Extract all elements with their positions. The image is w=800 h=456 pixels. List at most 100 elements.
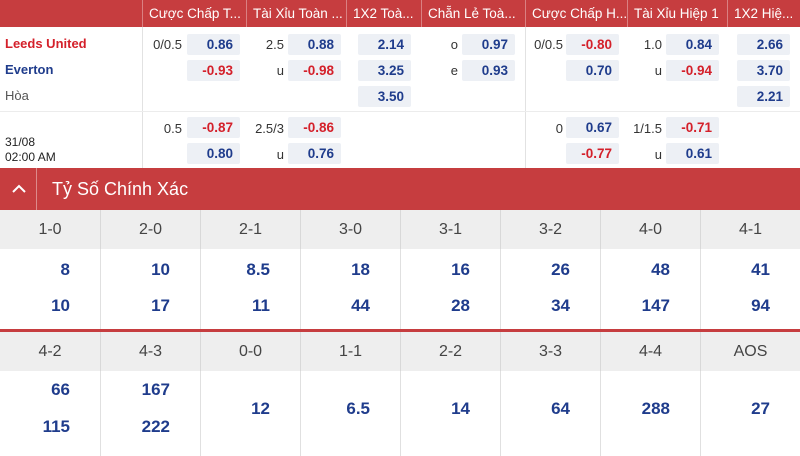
alt-h1-hdp-away-odds[interactable]: -0.77 <box>566 143 619 164</box>
col-handicap-h1[interactable]: Cược Chấp H... <box>525 0 627 27</box>
score-away-odds[interactable]: 94 <box>751 296 770 315</box>
score-home-odds[interactable]: 8.5 <box>246 260 270 279</box>
ou-line: 2.5 <box>265 37 284 52</box>
score-odds[interactable]: 64 <box>551 399 570 418</box>
x12-draw-odds[interactable]: 3.50 <box>358 86 411 107</box>
score-away-odds[interactable]: 147 <box>641 296 670 315</box>
score-away-odds[interactable]: 10 <box>51 296 70 315</box>
score-odds[interactable]: 12 <box>251 399 270 418</box>
score-home-odds[interactable]: 8 <box>60 260 70 279</box>
h1-ou-under-odds[interactable]: -0.94 <box>666 60 719 81</box>
score-cell: 26 34 <box>500 249 600 329</box>
oe-odd-label: o <box>450 37 458 52</box>
score-label: 0-0 <box>200 332 300 371</box>
score-odds[interactable]: 6.5 <box>346 399 370 418</box>
h1-ou-over-odds[interactable]: 0.84 <box>666 34 719 55</box>
h1-hdp-line: 0/0.5 <box>534 37 563 52</box>
x12-away-odds[interactable]: 3.25 <box>358 60 411 81</box>
row-divider <box>0 111 800 112</box>
h1-ou-line: 1.0 <box>643 37 662 52</box>
score-label: 3-3 <box>500 332 600 371</box>
score-cell: 8.5 11 <box>200 249 300 329</box>
score-odds[interactable]: 27 <box>751 399 770 418</box>
col-1x2-h1[interactable]: 1X2 Hiệ... <box>727 0 800 27</box>
alt-h1-hdp-line: 0 <box>555 121 563 136</box>
alt-h1-ou-under-odds[interactable]: 0.61 <box>666 143 719 164</box>
x12-home-odds[interactable]: 2.14 <box>358 34 411 55</box>
score-odds[interactable]: 288 <box>641 399 670 418</box>
score-home-odds[interactable]: 26 <box>551 260 570 279</box>
score-cell: 6.5 <box>300 371 400 456</box>
chevron-up-icon[interactable] <box>10 180 28 198</box>
score-away-odds[interactable]: 17 <box>151 296 170 315</box>
alt-ou-under-odds[interactable]: 0.76 <box>288 143 341 164</box>
score-home-odds[interactable]: 10 <box>151 260 170 279</box>
exact-score-header[interactable]: Tỷ Số Chính Xác <box>0 168 800 210</box>
score-label: 2-0 <box>100 210 200 249</box>
col-overunder-h1[interactable]: Tài Xỉu Hiệp 1 <box>627 0 727 27</box>
score-cell: 18 44 <box>300 249 400 329</box>
col-1x2-full[interactable]: 1X2 Toà... <box>346 0 421 27</box>
score-label: 4-3 <box>100 332 200 371</box>
score-label: 1-0 <box>38 221 62 238</box>
score-header-row-2: 4-2 4-3 0-0 1-1 2-2 3-3 4-4 AOS <box>0 332 800 371</box>
h1-x12-draw-odds[interactable]: 2.21 <box>737 86 790 107</box>
alt-hdp-home-odds[interactable]: -0.87 <box>187 117 240 138</box>
h1-hdp-home-odds[interactable]: -0.80 <box>566 34 619 55</box>
match-datetime: 31/08 02:00 AM <box>5 135 56 165</box>
score-label: 4-1 <box>700 210 800 249</box>
hdp-home-odds[interactable]: 0.86 <box>187 34 240 55</box>
col-overunder-full[interactable]: Tài Xỉu Toàn ... <box>246 0 346 27</box>
score-label: 1-1 <box>300 332 400 371</box>
score-label: 3-2 <box>500 210 600 249</box>
alt-hdp-away-odds[interactable]: 0.80 <box>187 143 240 164</box>
alt-ou-line: 2.5/3 <box>255 121 284 136</box>
oe-even-odds[interactable]: 0.93 <box>462 60 515 81</box>
score-home-odds[interactable]: 41 <box>751 260 770 279</box>
divider <box>142 27 143 168</box>
h1-ou-under-label: u <box>654 63 662 78</box>
ou-over-odds[interactable]: 0.88 <box>288 34 341 55</box>
alt-h1-hdp-home-odds[interactable]: 0.67 <box>566 117 619 138</box>
score-values-row-1: 8 10 10 17 8.5 11 18 44 16 28 26 34 48 1… <box>0 249 800 329</box>
score-label: 2-1 <box>200 210 300 249</box>
alt-h1-ou-over-odds[interactable]: -0.71 <box>666 117 719 138</box>
col-oddeven-full[interactable]: Chẵn Lẻ Toà... <box>421 0 525 27</box>
hdp-away-odds[interactable]: -0.93 <box>187 60 240 81</box>
score-away-odds[interactable]: 34 <box>551 296 570 315</box>
score-cell: 12 <box>200 371 300 456</box>
score-away-odds[interactable]: 44 <box>351 296 370 315</box>
h1-x12-home-odds[interactable]: 2.66 <box>737 34 790 55</box>
score-cell: 14 <box>400 371 500 456</box>
score-away-odds[interactable]: 222 <box>141 417 170 436</box>
divider <box>525 27 526 168</box>
h1-hdp-away-odds[interactable]: 0.70 <box>566 60 619 81</box>
score-header-row-1: 1-0 2-0 2-1 3-0 3-1 3-2 4-0 4-1 <box>0 210 800 249</box>
section-divider <box>0 329 800 332</box>
h1-x12-away-odds[interactable]: 3.70 <box>737 60 790 81</box>
col-handicap-full[interactable]: Cược Chấp T... <box>142 0 246 27</box>
score-cell: 64 <box>500 371 600 456</box>
score-cell: 167 222 <box>100 371 200 456</box>
alt-ou-over-odds[interactable]: -0.86 <box>288 117 341 138</box>
ou-under-label: u <box>276 63 284 78</box>
alt-hdp-line: 0.5 <box>163 121 182 136</box>
score-label: 4-4 <box>600 332 700 371</box>
score-home-odds[interactable]: 167 <box>141 380 170 399</box>
score-label: AOS <box>700 332 800 371</box>
score-odds[interactable]: 14 <box>451 399 470 418</box>
score-away-odds[interactable]: 11 <box>252 296 270 315</box>
exact-score-title: Tỷ Số Chính Xác <box>52 179 189 199</box>
score-home-odds[interactable]: 16 <box>451 260 470 279</box>
score-cell: 66 115 <box>0 371 100 456</box>
score-home-odds[interactable]: 18 <box>351 260 370 279</box>
ou-under-odds[interactable]: -0.98 <box>288 60 341 81</box>
divider <box>36 168 37 210</box>
draw-label: Hòa <box>5 88 29 103</box>
score-home-odds[interactable]: 48 <box>651 260 670 279</box>
score-away-odds[interactable]: 28 <box>451 296 470 315</box>
oe-odd-odds[interactable]: 0.97 <box>462 34 515 55</box>
score-home-odds[interactable]: 66 <box>51 380 70 399</box>
score-away-odds[interactable]: 115 <box>42 417 70 436</box>
score-label: 4-0 <box>600 210 700 249</box>
